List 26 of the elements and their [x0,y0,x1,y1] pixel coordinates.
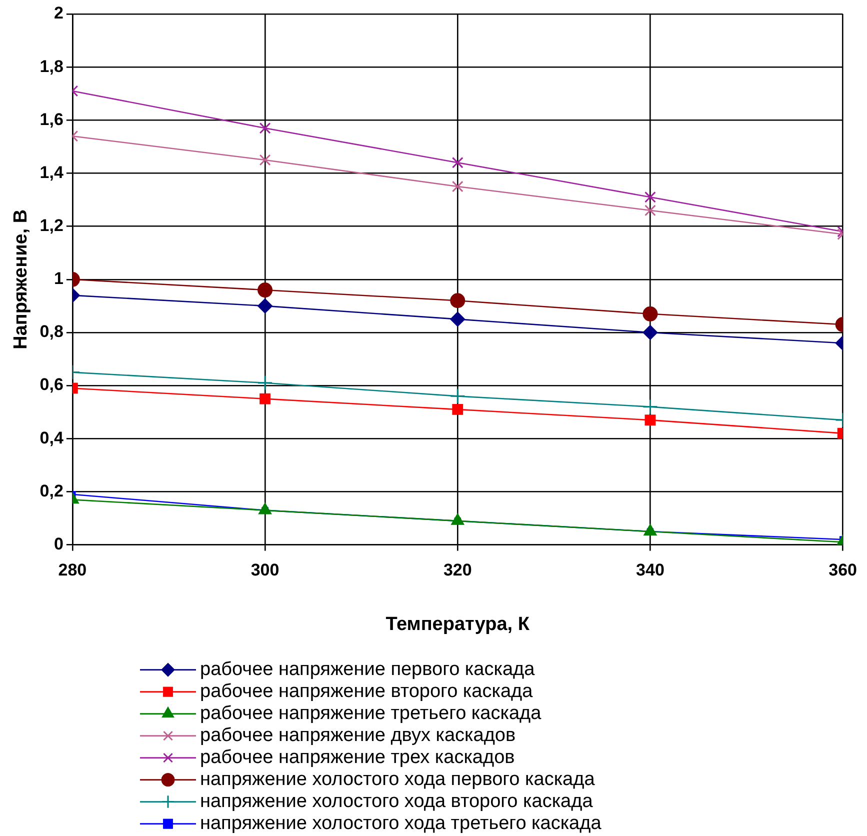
legend-label: рабочее напряжение первого каскада [200,659,536,680]
y-tick-label: 0,6 [40,375,64,394]
y-tick-label: 0,8 [40,322,64,342]
y-tick-label: 1,8 [40,56,64,76]
x-tick-label: 300 [250,560,280,580]
legend-label: напряжение холостого хода второго каскада [200,791,594,812]
y-tick-label: 0 [54,534,64,554]
legend-label: рабочее напряжение трех каскадов [200,747,515,768]
legend-label: рабочее напряжение двух каскадов [200,725,516,746]
legend-label: напряжение холостого хода первого каскада [200,769,596,790]
x-tick-label: 360 [828,560,858,580]
legend-label: рабочее напряжение третьего каскада [200,703,542,724]
legend-label: рабочее напряжение второго каскада [200,681,534,702]
x-tick-label: 320 [443,560,472,580]
y-tick-label: 0,4 [40,428,64,448]
y-tick-label: 1,2 [40,216,64,236]
x-axis-title: Температура, К [386,614,530,635]
legend-label: напряжение холостого хода третьего каскада [200,813,602,834]
x-tick-label: 280 [58,560,87,580]
y-tick-label: 0,2 [40,481,64,500]
x-tick-label: 340 [636,560,664,580]
y-tick-label: 1 [54,269,64,288]
y-tick-label: 2 [54,4,64,23]
y-tick-label: 1,6 [40,110,64,129]
y-axis-title: Напряжение, В [10,209,32,350]
y-tick-label: 1,4 [40,162,64,182]
